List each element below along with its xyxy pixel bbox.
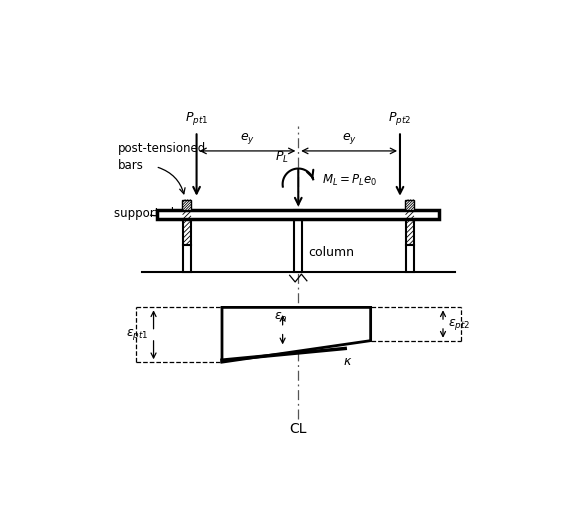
- Text: column: column: [308, 246, 354, 259]
- Text: $\kappa$: $\kappa$: [343, 355, 353, 368]
- Polygon shape: [183, 200, 191, 210]
- Text: $\varepsilon_{pt1}$: $\varepsilon_{pt1}$: [126, 327, 149, 342]
- Text: $P_L$: $P_L$: [275, 149, 289, 165]
- Polygon shape: [406, 200, 414, 210]
- Text: post-tensioned
bars: post-tensioned bars: [118, 142, 207, 172]
- Text: support plate: support plate: [115, 207, 194, 220]
- Text: $M_L = P_L e_0$: $M_L = P_L e_0$: [322, 173, 377, 188]
- Text: $\varepsilon_{pt2}$: $\varepsilon_{pt2}$: [448, 316, 470, 332]
- Text: $P_{pt2}$: $P_{pt2}$: [388, 110, 411, 126]
- Polygon shape: [406, 245, 414, 272]
- Polygon shape: [183, 210, 191, 245]
- Polygon shape: [158, 210, 439, 219]
- Text: $e_y$: $e_y$: [342, 131, 357, 146]
- Polygon shape: [222, 307, 371, 362]
- Polygon shape: [183, 245, 191, 272]
- Text: $\varepsilon_o$: $\varepsilon_o$: [274, 311, 288, 324]
- Polygon shape: [406, 210, 414, 245]
- Text: CL: CL: [289, 422, 307, 436]
- Text: $P_{pt1}$: $P_{pt1}$: [185, 110, 208, 126]
- Polygon shape: [294, 210, 302, 272]
- Text: $e_y$: $e_y$: [240, 131, 255, 146]
